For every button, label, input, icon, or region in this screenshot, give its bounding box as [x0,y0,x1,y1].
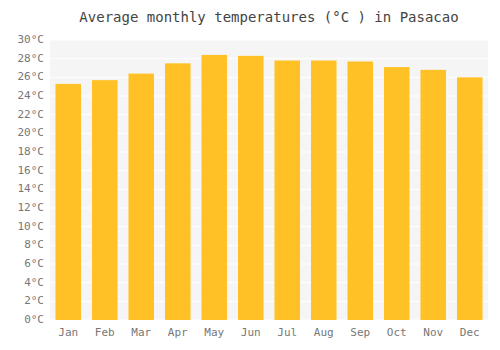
bar [384,67,410,320]
bar [201,55,227,320]
bar [311,61,337,320]
y-tick-label: 20°C [18,126,45,139]
y-tick-label: 30°C [18,33,45,46]
y-tick-label: 12°C [18,201,45,214]
y-tick-label: 10°C [18,220,45,233]
bar [347,61,373,320]
bar [274,61,300,320]
x-tick-label: May [204,326,224,339]
x-tick-label: Jul [277,326,297,339]
bar [92,80,118,320]
x-tick-label: Nov [423,326,443,339]
bar [238,56,264,320]
y-tick-label: 0°C [24,313,44,326]
y-tick-label: 8°C [24,238,44,251]
x-tick-label: Jun [241,326,261,339]
y-tick-label: 26°C [18,70,45,83]
bar [165,63,191,320]
bar [420,70,446,320]
bar [128,74,154,320]
y-tick-label: 14°C [18,182,45,195]
y-tick-label: 18°C [18,145,45,158]
x-tick-label: Dec [460,326,480,339]
grid-line [50,40,488,41]
y-tick-label: 24°C [18,89,45,102]
y-tick-label: 4°C [24,276,44,289]
bar [457,77,483,320]
x-tick-label: Feb [95,326,115,339]
y-tick-label: 22°C [18,108,45,121]
chart: 0°C 2°C 4°C 6°C 8°C 10°C 12°C 14°C 16°C 18°C 20°C 2… [0,0,500,350]
y-tick-label: 16°C [18,164,45,177]
grid [50,40,488,320]
x-tick-label: Oct [387,326,407,339]
y-tick-label: 28°C [18,52,45,65]
x-tick-label: Mar [131,326,151,339]
x-tick-label: Apr [168,326,188,339]
title: Average monthly temperatures (°C ) in Pa… [79,9,458,25]
y-tick-label: 2°C [24,294,44,307]
bars [55,55,482,320]
grid-line [50,58,488,59]
bar [55,84,81,320]
x-tick-label: Aug [314,326,334,339]
x-tick-label: Sep [350,326,370,339]
x-tick-label: Jan [58,326,78,339]
plot-background [50,40,488,320]
y-tick-label: 6°C [24,257,44,270]
